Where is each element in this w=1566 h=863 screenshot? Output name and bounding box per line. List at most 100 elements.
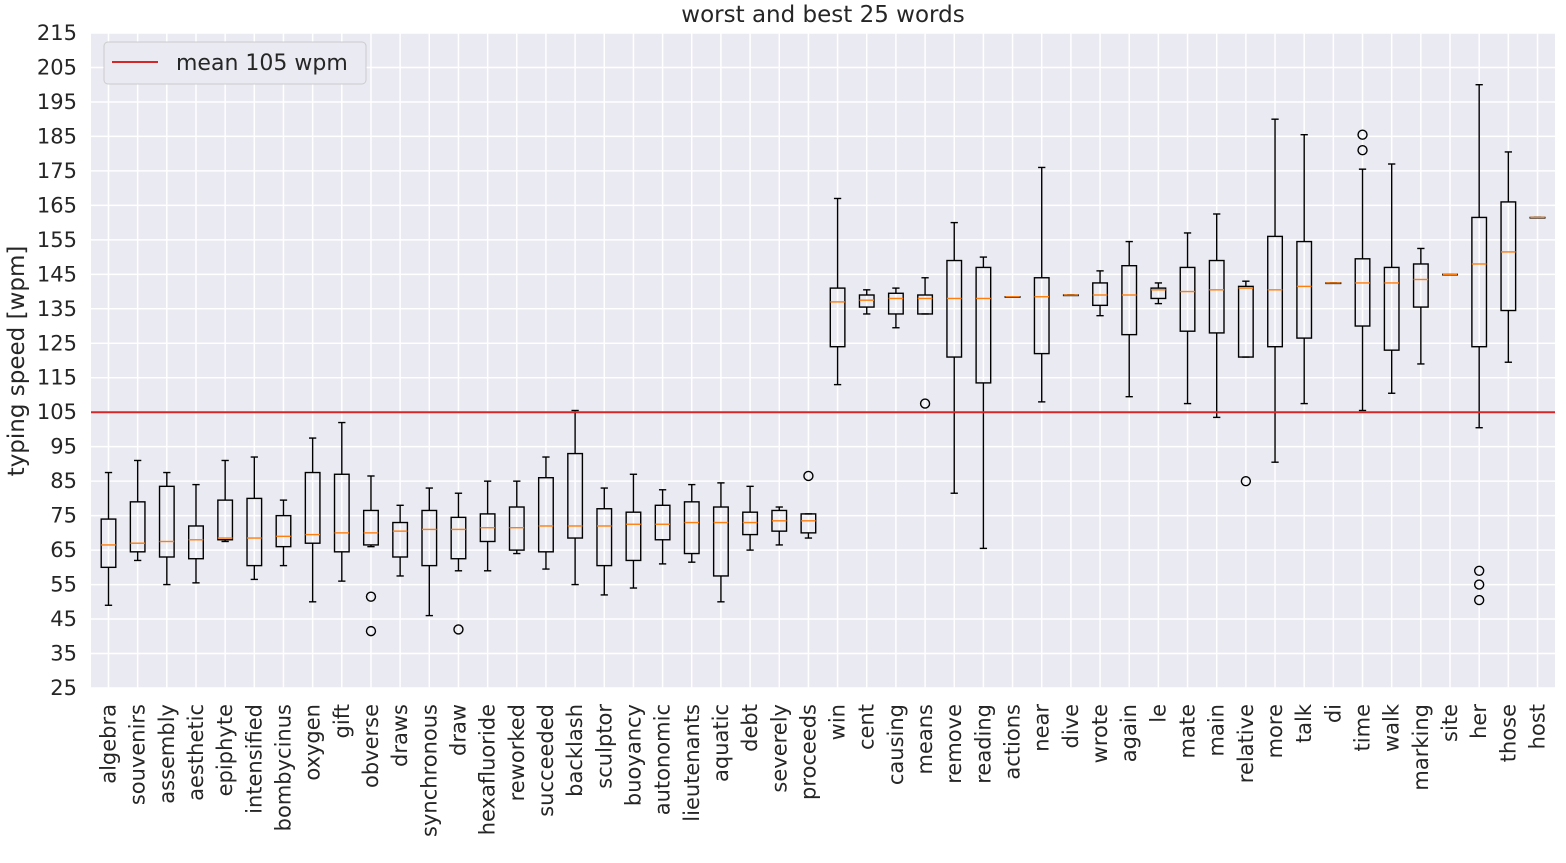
box-iqr <box>975 266 992 384</box>
box-those <box>1500 151 1517 363</box>
outlier-point <box>1473 594 1485 606</box>
box-synchronous <box>421 487 438 617</box>
box-iqr <box>1121 264 1138 336</box>
box-draw <box>450 492 467 635</box>
box-iqr <box>217 499 234 541</box>
box-iqr <box>1296 240 1313 339</box>
y-tick-label: 185 <box>37 124 77 148</box>
box-autonomic <box>654 489 671 565</box>
x-tick-label: algebra <box>96 704 120 784</box>
outlier-point <box>803 470 814 482</box>
box-iqr <box>246 497 263 567</box>
y-tick-labels: 25 35 45 55 65 75 85 95 105 115 125 135 145 155 165 175… <box>37 21 77 700</box>
x-tick-label: main <box>1205 704 1229 756</box>
legend-entry-label: mean 105 wpm <box>176 51 348 76</box>
x-tick-label: those <box>1496 704 1520 762</box>
x-tick-label: remove <box>942 704 966 784</box>
x-tick-label: more <box>1263 704 1287 758</box>
box-backlash <box>567 409 584 586</box>
x-tick-label: near <box>1030 704 1054 752</box>
legend: mean 105 wpm <box>103 41 367 85</box>
box-iqr <box>333 473 350 553</box>
outlier-point <box>1240 475 1252 487</box>
x-tick-label: time <box>1351 704 1375 751</box>
y-tick-label: 205 <box>37 55 77 79</box>
outlier-point <box>1473 579 1485 590</box>
box-aesthetic <box>187 483 204 584</box>
box-cent <box>858 289 875 315</box>
box-le <box>1150 282 1167 305</box>
x-tick-label: di <box>1321 704 1345 723</box>
y-tick-label: 195 <box>37 90 77 114</box>
box-bombycinus <box>275 499 292 567</box>
box-site <box>1442 273 1459 276</box>
box-sculptor <box>596 487 613 596</box>
box-walk <box>1383 163 1400 394</box>
box-iqr <box>887 292 904 315</box>
y-tick-label: 115 <box>37 366 77 390</box>
box-iqr <box>567 452 584 539</box>
box-iqr <box>275 514 292 548</box>
box-iqr <box>712 506 729 577</box>
x-tick-label: succeeded <box>534 704 558 817</box>
x-tick-label: means <box>913 704 937 775</box>
box-assembly <box>158 471 175 586</box>
box-iqr <box>304 471 321 544</box>
x-tick-label: hexafluoride <box>476 704 500 835</box>
box-iqr <box>450 516 467 560</box>
x-tick-label: site <box>1438 704 1462 742</box>
box-iqr <box>1383 266 1400 351</box>
x-tick-label: oxygen <box>301 704 325 781</box>
box-iqr <box>187 525 204 560</box>
x-tick-label: host <box>1526 704 1550 749</box>
y-tick-label: 35 <box>50 642 77 666</box>
box-her <box>1471 84 1488 606</box>
box-near <box>1033 166 1050 403</box>
x-tick-label: lieutenants <box>680 704 704 822</box>
x-tick-label: autonomic <box>651 704 675 815</box>
box-di <box>1325 282 1342 285</box>
box-actions <box>1004 296 1021 298</box>
y-tick-label: 95 <box>50 435 77 459</box>
box-iqr <box>362 509 379 546</box>
x-tick-label: draws <box>388 704 412 767</box>
x-tick-label: reading <box>971 704 995 784</box>
box-iqr <box>946 259 963 358</box>
box-iqr <box>100 518 117 569</box>
box-relative <box>1237 280 1254 487</box>
x-tick-label: sculptor <box>592 704 616 789</box>
box-iqr <box>421 509 438 567</box>
box-win <box>829 197 846 386</box>
box-dive <box>1062 294 1079 297</box>
box-iqr <box>917 294 934 315</box>
x-tick-label: obverse <box>359 704 383 788</box>
box-draws <box>392 504 409 577</box>
box-again <box>1121 240 1138 398</box>
y-tick-label: 25 <box>50 676 77 700</box>
box-causing <box>887 287 904 329</box>
x-tick-label: causing <box>884 704 908 785</box>
box-severely <box>771 506 788 546</box>
box-mate <box>1179 232 1196 405</box>
x-tick-label: debt <box>738 704 762 752</box>
x-tick-label: proceeds <box>796 704 820 800</box>
boxes <box>100 84 1546 637</box>
box-reworked <box>508 480 525 555</box>
legend-box <box>103 41 367 85</box>
box-obverse <box>362 475 379 637</box>
outlier-point <box>1473 565 1485 576</box>
box-wrote <box>1092 270 1109 317</box>
box-iqr <box>537 477 554 553</box>
box-intensified <box>246 456 263 581</box>
x-tick-label: dive <box>1059 704 1083 749</box>
x-tick-label: gift <box>330 704 354 738</box>
box-iqr <box>1179 266 1196 332</box>
box-oxygen <box>304 437 321 603</box>
box-iqr <box>158 485 175 558</box>
outlier-point <box>365 625 377 637</box>
x-tick-label: bombycinus <box>271 704 295 831</box>
x-tick-label: draw <box>446 704 470 756</box>
x-tick-label: epiphyte <box>213 704 237 796</box>
outlier-point <box>365 591 377 602</box>
